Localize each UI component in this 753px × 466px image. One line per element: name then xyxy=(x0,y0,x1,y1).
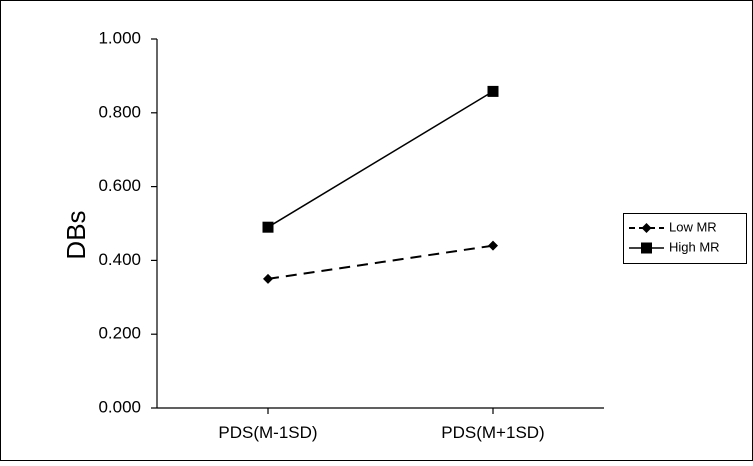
series-line-high-mr xyxy=(267,90,494,228)
data-point-low-mr xyxy=(488,240,498,251)
legend-swatch-marker xyxy=(641,223,652,233)
legend-item-low-mr: Low MR xyxy=(629,219,717,234)
series-low-mr xyxy=(263,240,498,284)
legend: Low MR High MR xyxy=(623,213,747,264)
data-point-high-mr xyxy=(487,85,499,97)
x-ticks: PDS(M-1SD) PDS(M+1SD) xyxy=(218,408,545,442)
y-axis-label: DBs xyxy=(61,210,91,259)
series-line-low-mr xyxy=(267,244,494,280)
y-ticks: 0.000 0.200 0.400 0.600 0.800 1.000 xyxy=(98,28,157,416)
x-tick-label: PDS(M+1SD) xyxy=(441,423,544,442)
data-point-low-mr xyxy=(263,273,273,284)
series-layer xyxy=(262,85,499,284)
y-tick-label: 0.800 xyxy=(98,102,141,121)
data-point-high-mr xyxy=(262,221,274,233)
legend-item-high-mr: High MR xyxy=(629,239,720,254)
legend-swatch-marker xyxy=(641,242,652,254)
y-tick-label: 0.600 xyxy=(98,176,141,195)
series-high-mr xyxy=(262,85,499,233)
x-tick-label: PDS(M-1SD) xyxy=(218,423,317,442)
y-tick-label: 0.400 xyxy=(98,250,141,269)
legend-box xyxy=(623,213,747,264)
y-tick-label: 0.200 xyxy=(98,324,141,343)
legend-label: Low MR xyxy=(669,219,717,234)
legend-label: High MR xyxy=(669,239,720,254)
axes xyxy=(156,39,604,409)
y-tick-label: 0.000 xyxy=(98,397,141,416)
y-tick-label: 1.000 xyxy=(98,28,141,47)
legend-items: Low MR High MR xyxy=(629,219,720,254)
